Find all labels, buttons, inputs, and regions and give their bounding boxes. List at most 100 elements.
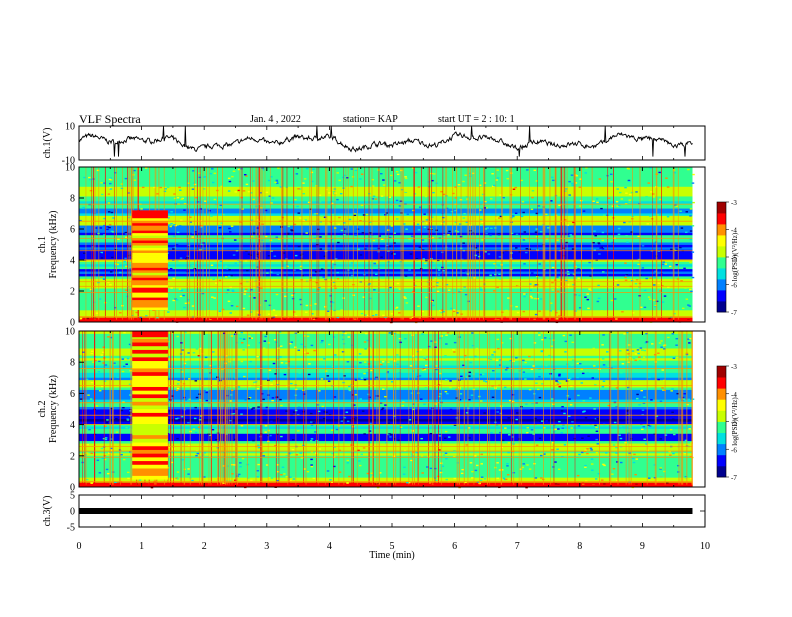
- ch1-spectrogram-speckle: [419, 208, 422, 210]
- ch1-spectrogram-speckle: [109, 267, 113, 270]
- ch2-spectrogram-speckle: [401, 405, 405, 407]
- ch2-spectrogram-speckle: [593, 408, 596, 410]
- ch1-spectrogram-speckle: [444, 211, 448, 214]
- ch1-spectrogram-speckle: [689, 208, 693, 210]
- ch1-spectrogram-ytick-label: 10: [65, 163, 75, 174]
- ch1-spectrogram-speckle: [352, 294, 355, 296]
- ch2-spectrogram-speckle: [628, 452, 631, 454]
- ch2-spectrogram-speckle: [516, 412, 519, 414]
- ch2-spectrogram-speckle: [641, 409, 645, 412]
- ch2-spectrogram-speckle: [393, 438, 396, 440]
- ch2-spectrogram-speckle: [350, 444, 353, 446]
- ch1-spectrogram-speckle: [658, 171, 661, 174]
- ch2-spectrogram-speckle: [656, 393, 660, 395]
- ch2-spectrogram-speckle: [569, 354, 572, 357]
- ch2-colorbar-label: log(PSD)(V²/Hz): [731, 397, 739, 446]
- ch2-spectrogram-speckle: [468, 375, 471, 377]
- ch1-spectrogram-speckle: [364, 314, 367, 316]
- ch2-spectrogram-speckle: [279, 356, 282, 358]
- ch1-spectrogram-speckle: [359, 254, 363, 256]
- time-tick-label: 7: [515, 541, 520, 552]
- ch1-spectrogram-speckle: [688, 305, 692, 307]
- ch2-spectrogram-speckle: [240, 342, 244, 344]
- ch2-spectrogram-speckle: [282, 346, 286, 348]
- ch2-spectrogram-band: [79, 409, 693, 412]
- ch2-spectrogram-speckle: [661, 369, 664, 371]
- ch1-spectrogram-speckle: [497, 217, 501, 219]
- ch2-spectrogram-speckle: [276, 384, 280, 386]
- ch2-colorbar-tick-label: -7: [731, 474, 737, 482]
- ch1-spectrogram-speckle: [534, 313, 538, 316]
- ch2-spectrogram-speckle: [285, 455, 288, 457]
- ch1-spectrogram-speckle: [114, 239, 117, 242]
- ch1-spectrogram-speckle: [436, 216, 440, 219]
- ch1-spectrogram-speckle: [264, 300, 267, 302]
- ch2-spectrogram-speckle: [663, 348, 666, 350]
- ch2-spectrogram-speckle: [170, 461, 174, 464]
- ch2-spectrogram-speckle: [190, 363, 193, 366]
- ch1-colorbar-segment: [717, 248, 726, 252]
- ch2-spectrogram-band: [79, 472, 693, 476]
- ch2-spectrogram-speckle: [673, 433, 676, 436]
- ch1-spectrogram-speckle: [208, 210, 211, 212]
- ch2-spectrogram-speckle: [426, 351, 429, 353]
- ch1-spectrogram-speckle: [145, 315, 148, 317]
- ch2-spectrogram-speckle: [345, 380, 348, 383]
- ch2-spectrogram-speckle: [366, 465, 369, 467]
- ch1-spectrogram-speckle: [329, 288, 332, 290]
- ch2-spectrogram-speckle: [492, 370, 495, 372]
- ch1-spectrogram-speckle: [542, 224, 545, 226]
- ch2-spectrogram-speckle: [425, 358, 428, 361]
- ch2-spectrogram-speckle: [343, 416, 347, 419]
- ch2-spectrogram-speckle: [505, 469, 509, 472]
- ch2-spectrogram-speckle: [557, 428, 560, 430]
- ch1-spectrogram-speckle: [222, 213, 225, 216]
- ch2-spectrogram-speckle: [180, 416, 184, 418]
- ch2-spectrogram-speckle: [441, 465, 445, 467]
- ch1-spectrogram-speckle: [110, 230, 114, 233]
- ch1-spectrogram-speckle: [523, 295, 526, 298]
- ch2-spectrogram-speckle: [507, 451, 510, 454]
- ch1-spectrogram-speckle: [485, 207, 488, 209]
- ch1-spectrogram-speckle: [373, 289, 376, 291]
- ch1-spectrogram-speckle: [598, 178, 602, 180]
- ch1-spectrogram-speckle: [494, 227, 497, 229]
- ch1-spectrogram-burst-band: [132, 232, 168, 236]
- ch1-spectrogram-speckle: [649, 167, 653, 169]
- ch1-spectrogram-speckle: [187, 302, 191, 304]
- ch1-colorbar-segment: [717, 284, 726, 288]
- ch1-spectrogram-speckle: [114, 306, 117, 309]
- ch2-spectrogram-band: [79, 338, 693, 342]
- time-tick-label: 10: [700, 541, 710, 552]
- ch1-colorbar-segment: [717, 295, 726, 299]
- ch2-colorbar-segment: [717, 443, 726, 447]
- ch2-spectrogram-speckle: [396, 354, 399, 356]
- ch2-spectrogram-speckle: [256, 470, 260, 472]
- ch1-spectrogram-speckle: [498, 273, 501, 275]
- ch2-spectrogram-speckle: [320, 378, 324, 380]
- ch1-spectrogram-speckle: [297, 245, 301, 248]
- ch2-spectrogram-speckle: [493, 351, 496, 353]
- ch2-spectrogram-speckle: [648, 425, 652, 427]
- ch1-spectrogram-speckle: [107, 211, 111, 213]
- ch3-waveform-ylabel: ch.3(V): [42, 496, 53, 527]
- ch1-spectrogram-speckle: [463, 286, 466, 288]
- ch2-spectrogram-speckle: [540, 350, 543, 352]
- ch2-spectrogram-speckle: [393, 415, 396, 418]
- ch2-spectrogram-speckle: [465, 376, 469, 378]
- ch2-spectrogram-speckle: [209, 396, 212, 399]
- ch2-colorbar-segment: [717, 471, 726, 475]
- ch1-spectrogram-burst-band: [132, 297, 168, 301]
- ch1-spectrogram-speckle: [495, 217, 498, 219]
- ch1-spectrogram-speckle: [438, 288, 442, 290]
- ch1-spectrogram-speckle: [404, 275, 408, 277]
- ch2-spectrogram-speckle: [173, 358, 177, 360]
- ch2-spectrogram-speckle: [277, 457, 280, 459]
- ch2-spectrogram-band: [79, 377, 693, 381]
- ch2-spectrogram-speckle: [388, 332, 392, 334]
- ch1-spectrogram-speckle: [227, 300, 231, 303]
- ch1-spectrogram-speckle: [586, 318, 590, 321]
- ch1-spectrogram-speckle: [184, 302, 188, 304]
- ch2-spectrogram-speckle: [469, 361, 472, 364]
